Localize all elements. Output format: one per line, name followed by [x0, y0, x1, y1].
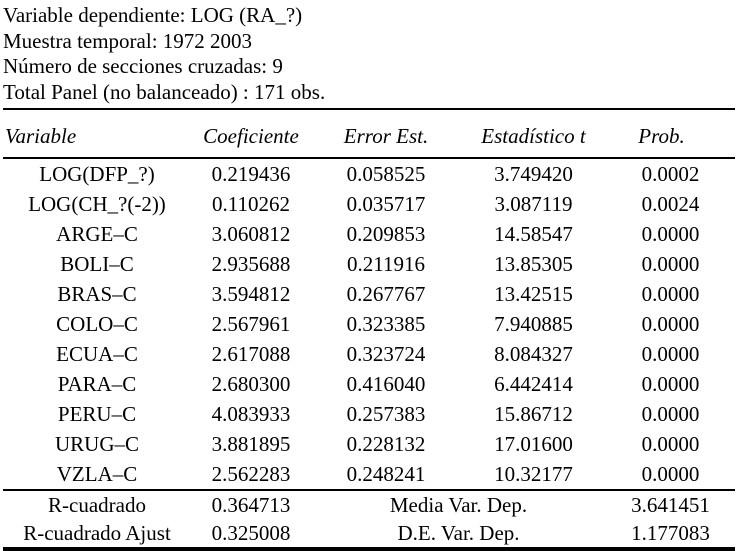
table-row: COLO–C 2.567961 0.323385 7.940885 0.0000 [3, 309, 735, 339]
prob-cell: 0.0000 [641, 221, 700, 246]
coefficient-cell: 0.219436 [211, 161, 291, 186]
prob-cell: 0.0000 [641, 401, 700, 426]
std-error-cell: 0.267767 [346, 281, 426, 306]
t-statistic-cell: 13.85305 [494, 251, 573, 276]
std-error-cell: 0.248241 [311, 459, 461, 491]
r-squared-value: 0.364713 [211, 492, 291, 517]
std-error-cell: 0.323724 [346, 341, 426, 366]
sample-period-line: Muestra temporal: 1972 2003 [3, 28, 253, 53]
std-error-cell: 0.228132 [346, 431, 426, 456]
table-row: PERU–C 4.083933 0.257383 15.86712 0.0000 [3, 399, 735, 429]
coefficient-cell: 2.562283 [191, 459, 311, 491]
coefficient-cell: 2.567961 [211, 311, 291, 336]
coefficient-cell: 3.594812 [211, 281, 291, 306]
table-row: PARA–C 2.680300 0.416040 6.442414 0.0000 [3, 369, 735, 399]
table-header-block: Variable dependiente: LOG (RA_?) Muestra… [3, 3, 735, 110]
table-row: LOG(DFP_?) 0.219436 0.058525 3.749420 0.… [3, 158, 735, 189]
coefficient-cell: 2.935688 [211, 251, 291, 276]
t-statistic-cell: 7.940885 [494, 311, 573, 336]
r-squared-label: R-cuadrado [48, 492, 146, 517]
t-statistic-cell: 6.442414 [494, 371, 573, 396]
cross-sections-line: Número de secciones cruzadas: 9 [3, 54, 283, 78]
summary-row: R-cuadrado 0.364713 Media Var. Dep. 3.64… [3, 490, 735, 519]
variable-cell: COLO–C [56, 311, 138, 336]
sd-dep-var-label: D.E. Var. Dep. [311, 519, 606, 551]
prob-cell: 0.0024 [641, 191, 700, 216]
adj-r-squared-value: 0.325008 [191, 519, 311, 551]
table-header-row: Variable Coeficiente Error Est. Estadíst… [3, 110, 735, 159]
prob-cell: 0.0002 [641, 161, 700, 186]
t-statistic-cell: 15.86712 [494, 401, 573, 426]
regression-table: Variable Coeficiente Error Est. Estadíst… [3, 110, 735, 551]
std-error-cell: 0.209853 [346, 221, 426, 246]
prob-cell: 0.0000 [641, 341, 700, 366]
column-header-estadistico-t: Estadístico t [461, 110, 606, 159]
mean-dep-var-label: Media Var. Dep. [389, 492, 528, 517]
table-row: BRAS–C 3.594812 0.267767 13.42515 0.0000 [3, 279, 735, 309]
coefficient-cell: 3.881895 [211, 431, 291, 456]
coefficient-cell: 2.617088 [211, 341, 291, 366]
table-row: BOLI–C 2.935688 0.211916 13.85305 0.0000 [3, 249, 735, 279]
t-statistic-cell: 13.42515 [494, 281, 573, 306]
t-statistic-cell: 8.084327 [494, 341, 573, 366]
std-error-cell: 0.323385 [346, 311, 426, 336]
adj-r-squared-label: R-cuadrado Ajust [3, 519, 191, 551]
prob-cell: 0.0000 [641, 251, 700, 276]
table-row: URUG–C 3.881895 0.228132 17.01600 0.0000 [3, 429, 735, 459]
std-error-cell: 0.058525 [346, 161, 426, 186]
table-row: ARGE–C 3.060812 0.209853 14.58547 0.0000 [3, 219, 735, 249]
variable-cell: LOG(DFP_?) [39, 161, 155, 186]
column-header-coeficiente: Coeficiente [191, 110, 311, 159]
coefficient-cell: 4.083933 [211, 401, 291, 426]
t-statistic-cell: 3.749420 [494, 161, 573, 186]
variable-cell: ECUA–C [56, 341, 138, 366]
variable-cell: PERU–C [57, 401, 137, 426]
variable-cell: URUG–C [54, 431, 139, 456]
table-row: ECUA–C 2.617088 0.323724 8.084327 0.0000 [3, 339, 735, 369]
std-error-cell: 0.211916 [347, 251, 425, 276]
mean-dep-var-value: 3.641451 [631, 492, 710, 517]
variable-cell: LOG(CH_?(-2)) [28, 191, 166, 216]
total-panel-line: Total Panel (no balanceado) : 171 obs. [3, 79, 326, 104]
coefficient-cell: 0.110262 [212, 191, 290, 216]
prob-cell: 0.0000 [641, 281, 700, 306]
column-header-error-est: Error Est. [311, 110, 461, 159]
coefficient-cell: 3.060812 [211, 221, 291, 246]
prob-cell: 0.0000 [641, 311, 700, 336]
t-statistic-cell: 17.01600 [494, 431, 573, 456]
coefficient-cell: 2.680300 [211, 371, 291, 396]
prob-cell: 0.0000 [641, 431, 700, 456]
variable-cell: ARGE–C [56, 221, 138, 246]
table-summary: R-cuadrado 0.364713 Media Var. Dep. 3.64… [3, 490, 735, 551]
variable-cell: PARA–C [57, 371, 137, 396]
t-statistic-cell: 14.58547 [494, 221, 573, 246]
summary-row: R-cuadrado Ajust 0.325008 D.E. Var. Dep.… [3, 519, 735, 551]
table-row: VZLA–C 2.562283 0.248241 10.32177 0.0000 [3, 459, 735, 491]
table-row: LOG(CH_?(-2)) 0.110262 0.035717 3.087119… [3, 189, 735, 219]
variable-cell: VZLA–C [3, 459, 191, 491]
prob-cell: 0.0000 [606, 459, 735, 491]
t-statistic-cell: 3.087119 [494, 191, 573, 216]
table-body: LOG(DFP_?) 0.219436 0.058525 3.749420 0.… [3, 158, 735, 491]
t-statistic-cell: 10.32177 [461, 459, 606, 491]
column-header-prob: Prob. [606, 110, 735, 159]
std-error-cell: 0.035717 [346, 191, 426, 216]
sd-dep-var-value: 1.177083 [606, 519, 735, 551]
dependent-variable-line: Variable dependiente: LOG (RA_?) [3, 3, 303, 27]
std-error-cell: 0.257383 [346, 401, 426, 426]
std-error-cell: 0.416040 [346, 371, 426, 396]
column-header-variable: Variable [3, 110, 191, 159]
prob-cell: 0.0000 [641, 371, 700, 396]
variable-cell: BOLI–C [60, 251, 134, 276]
variable-cell: BRAS–C [57, 281, 137, 306]
